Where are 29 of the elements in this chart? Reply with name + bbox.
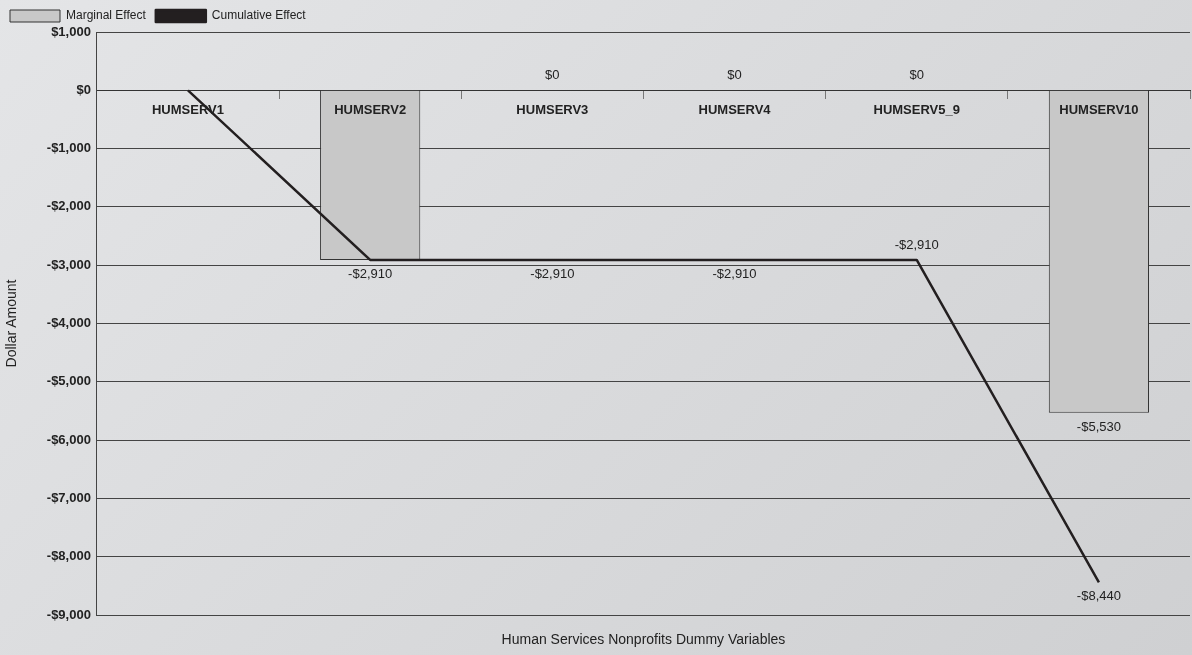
data-label: -$2,910 bbox=[894, 237, 939, 253]
y-axis-title: Dollar Amount bbox=[3, 279, 20, 368]
data-label: -$2,910 bbox=[712, 266, 757, 282]
y-tick-label: -$3,000 bbox=[46, 256, 91, 272]
x-tick-label: HUMSERV5_9 bbox=[873, 102, 960, 118]
data-label: -$2,910 bbox=[530, 266, 575, 282]
data-label: -$5,530 bbox=[1076, 418, 1121, 434]
x-tick-label: HUMSERV10 bbox=[1059, 102, 1139, 118]
x-tick-label: HUMSERV4 bbox=[698, 102, 772, 118]
y-tick-label: $0 bbox=[76, 81, 91, 97]
y-tick-label: -$2,000 bbox=[46, 198, 91, 214]
y-tick-label: $1,000 bbox=[51, 23, 91, 39]
data-label: $0 bbox=[909, 67, 924, 83]
data-label: -$8,440 bbox=[1076, 588, 1121, 604]
x-tick-label: HUMSERV3 bbox=[516, 102, 589, 118]
y-tick-label: -$5,000 bbox=[46, 373, 91, 389]
data-label: $0 bbox=[545, 67, 560, 83]
data-label: -$2,910 bbox=[348, 266, 393, 282]
data-label: $0 bbox=[727, 67, 742, 83]
y-tick-label: -$9,000 bbox=[46, 606, 91, 622]
y-tick-label: -$4,000 bbox=[46, 315, 91, 331]
y-tick-label: -$1,000 bbox=[46, 140, 91, 156]
y-tick-label: -$8,000 bbox=[46, 548, 91, 564]
legend-label: Marginal Effect bbox=[66, 8, 147, 23]
y-tick-label: -$7,000 bbox=[46, 489, 91, 505]
legend-label: Cumulative Effect bbox=[211, 8, 307, 23]
x-tick-label: HUMSERV2 bbox=[334, 102, 407, 118]
x-axis-title: Human Services Nonprofits Dummy Variables bbox=[501, 630, 786, 647]
y-tick-label: -$6,000 bbox=[46, 431, 91, 447]
